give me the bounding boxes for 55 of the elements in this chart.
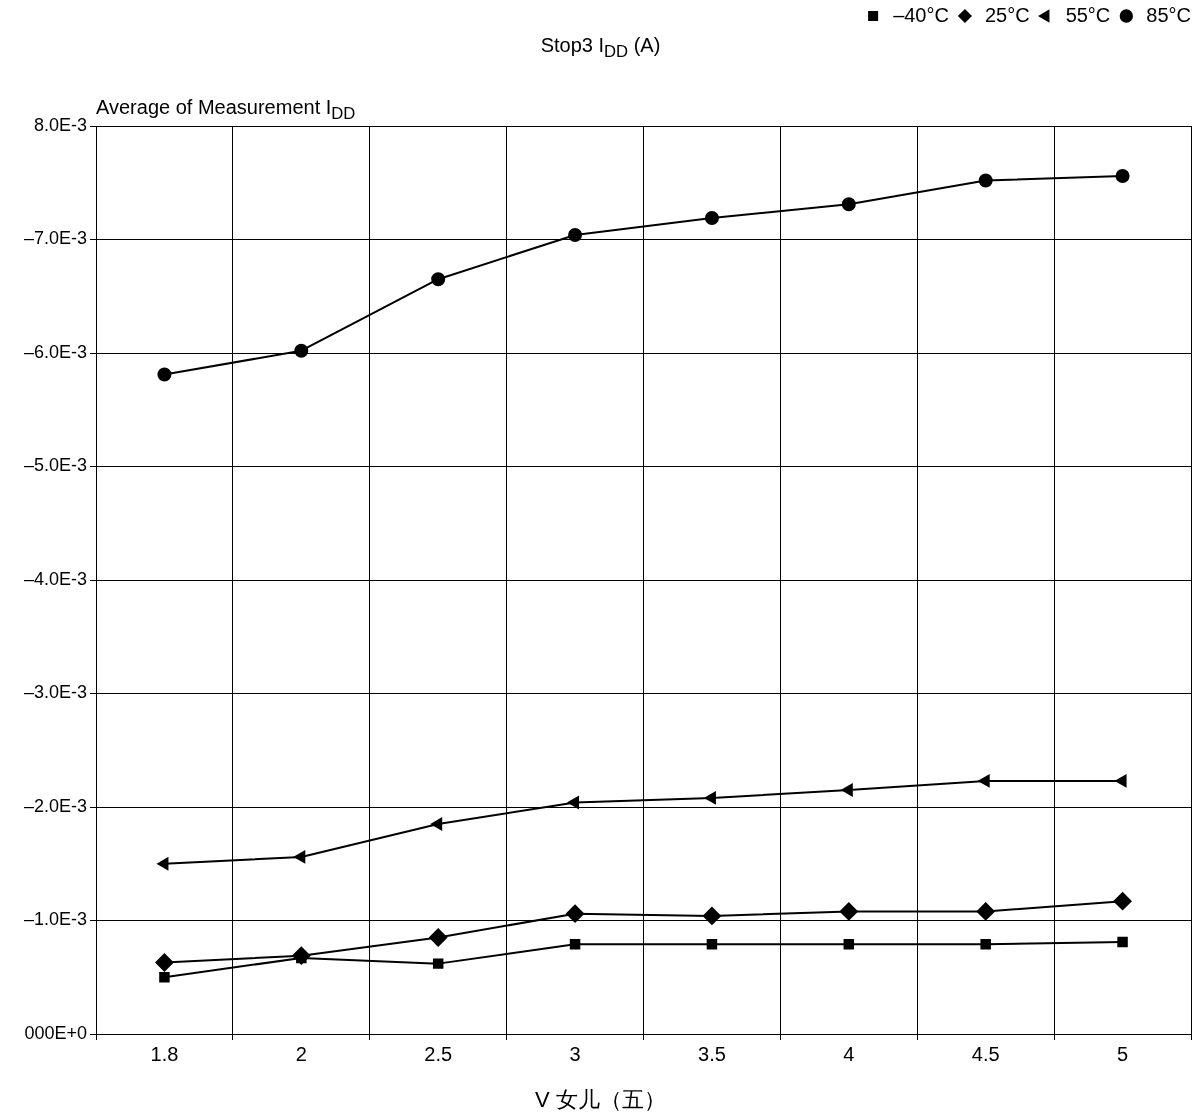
point	[431, 272, 446, 287]
point	[704, 210, 719, 225]
y-tick-label: –4.0E-3	[23, 568, 87, 589]
point	[431, 817, 443, 831]
point	[702, 906, 721, 925]
y-tick-label: –1.0E-3	[23, 909, 87, 930]
point	[706, 939, 718, 950]
x-tick-label: 2	[295, 1042, 307, 1065]
point	[1115, 168, 1130, 183]
y-tick-label: –7.0E-3	[23, 228, 87, 249]
y-tick-label: 000E+0	[24, 1022, 87, 1043]
point	[157, 857, 169, 870]
x-tick-label: 3.5	[698, 1042, 726, 1065]
point	[294, 343, 309, 358]
point	[432, 958, 444, 969]
x-tick-label: 4.5	[971, 1042, 1000, 1065]
point	[569, 939, 581, 950]
legend-label: –40°C	[893, 3, 949, 26]
y-tick-label: –3.0E-3	[23, 682, 87, 703]
y-tick-label: –6.0E-3	[23, 341, 87, 362]
x-tick-label: 2.5	[424, 1042, 453, 1065]
point	[976, 902, 995, 921]
point	[978, 774, 990, 788]
chart-title: Stop3 I$_{DD}$ (A)	[539, 34, 662, 62]
point	[159, 972, 170, 983]
point	[978, 173, 993, 188]
point	[1113, 892, 1132, 911]
point	[843, 939, 855, 950]
point	[568, 227, 583, 242]
point	[1115, 774, 1127, 788]
legend-label: 25°C	[984, 3, 1030, 26]
point	[566, 904, 585, 923]
x-tick-label: 3	[569, 1042, 581, 1065]
x-axis-title: V 女儿（五）	[534, 1086, 667, 1114]
point	[568, 796, 580, 809]
point	[839, 902, 858, 921]
point	[294, 850, 306, 864]
x-tick-label: 5	[1117, 1042, 1129, 1065]
y-tick-label: –2.0E-3	[23, 795, 87, 816]
point	[292, 946, 311, 965]
x-tick-label: 1.8	[150, 1042, 179, 1065]
point	[157, 367, 172, 382]
y-tick-label: –5.0E-3	[23, 455, 87, 476]
legend-label: 85°C	[1146, 3, 1191, 26]
point	[1117, 936, 1128, 948]
point	[429, 928, 448, 947]
point	[704, 791, 716, 805]
x-tick-label: 4	[843, 1042, 855, 1065]
point	[841, 783, 853, 797]
point	[155, 953, 174, 972]
chart-subtitle: Average of Measurement I$_{DD}$	[96, 96, 356, 124]
point	[841, 197, 856, 212]
legend-label: 55°C	[1065, 3, 1111, 26]
y-tick-label: 8.0E-3	[33, 114, 87, 135]
point	[980, 939, 991, 950]
